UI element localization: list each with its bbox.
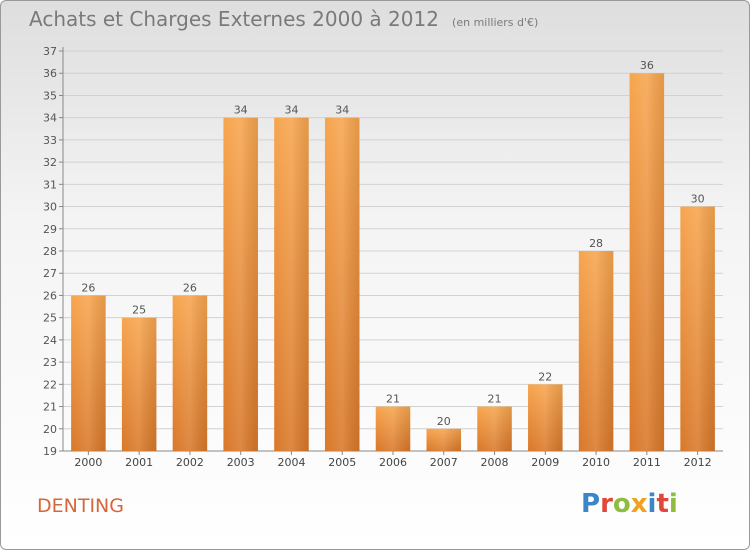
- bar-shade-2011: [629, 73, 665, 451]
- bar-value-label: 36: [640, 59, 654, 72]
- bar-value-label: 26: [81, 281, 95, 294]
- y-tick-label: 28: [43, 245, 57, 258]
- logo-letter: i: [668, 489, 678, 519]
- y-tick-label: 21: [43, 401, 57, 414]
- x-tick-label: 2007: [430, 456, 458, 469]
- bars: [71, 73, 715, 452]
- logo-letter: r: [600, 489, 613, 519]
- y-tick-label: 20: [43, 423, 57, 436]
- x-tick-label: 2010: [582, 456, 610, 469]
- y-tick-label: 27: [43, 267, 57, 280]
- bar-shade-2001: [121, 317, 157, 451]
- bar-value-label: 34: [335, 104, 349, 117]
- chart-title: Achats et Charges Externes 2000 à 2012: [29, 7, 439, 31]
- y-tick-label: 34: [43, 112, 57, 125]
- y-tick-label: 19: [43, 445, 57, 458]
- bar-value-label: 21: [488, 393, 502, 406]
- y-tick-label: 26: [43, 289, 57, 302]
- logo-letter: i: [647, 489, 657, 519]
- x-tick-label: 2005: [328, 456, 356, 469]
- y-tick-label: 30: [43, 201, 57, 214]
- title-line: Achats et Charges Externes 2000 à 2012 (…: [29, 7, 538, 31]
- bar-value-label: 28: [589, 237, 603, 250]
- bar-value-label: 22: [538, 370, 552, 383]
- bar-shade-2005: [324, 117, 360, 452]
- bar-value-label: 20: [437, 415, 451, 428]
- grid-lines: [63, 50, 723, 452]
- y-tick-label: 23: [43, 356, 57, 369]
- bar-shade-2000: [71, 295, 106, 451]
- y-tick-label: 31: [43, 178, 57, 191]
- bar-shade-2004: [274, 117, 309, 452]
- proxiti-logo[interactable]: Proxiti: [581, 489, 678, 519]
- x-tick-label: 2008: [481, 456, 509, 469]
- bar-shade-2010: [578, 251, 614, 451]
- logo-letter: o: [612, 489, 631, 519]
- x-tick-label: 2000: [74, 456, 102, 469]
- x-tick-label: 2001: [125, 456, 153, 469]
- logo-letter: P: [581, 489, 601, 519]
- y-tick-label: 35: [43, 89, 57, 102]
- bar-shade-2008: [477, 406, 512, 451]
- x-tick-label: 2009: [531, 456, 559, 469]
- x-tick-label: 2012: [684, 456, 712, 469]
- x-tick-label: 2002: [176, 456, 204, 469]
- x-tick-label: 2011: [633, 456, 661, 469]
- labels: 19 20 21 22 23 24 25 26 27 28 29 30 31 32 33 34 35 36 37 26…: [43, 45, 712, 469]
- bar-shade-2009: [528, 384, 563, 451]
- bar-shade-2012: [680, 206, 715, 451]
- y-tick-label: 25: [43, 312, 57, 325]
- x-tick-label: 2003: [227, 456, 255, 469]
- bar-shade-2002: [172, 295, 208, 451]
- y-tick-label: 29: [43, 223, 57, 236]
- bar-value-label: 26: [183, 281, 197, 294]
- y-tick-label: 33: [43, 134, 57, 147]
- bar-shade-2006: [375, 406, 411, 451]
- chart-subtitle: (en milliers d'€): [452, 16, 539, 29]
- bar-value-label: 25: [132, 304, 146, 317]
- bar-shade-2007: [426, 428, 462, 451]
- logo-letter: t: [656, 489, 669, 519]
- y-tick-label: 37: [43, 45, 57, 58]
- y-tick-label: 32: [43, 156, 57, 169]
- x-tick-label: 2004: [277, 456, 305, 469]
- bar-value-label: 34: [284, 104, 298, 117]
- commune-name: DENTING: [37, 495, 124, 517]
- y-tick-label: 22: [43, 378, 57, 391]
- bar-shade-2003: [223, 117, 258, 452]
- y-tick-label: 24: [43, 334, 57, 347]
- bar-value-label: 21: [386, 393, 400, 406]
- x-tick-label: 2006: [379, 456, 407, 469]
- bar-value-label: 30: [691, 193, 705, 206]
- bar-value-label: 34: [234, 104, 248, 117]
- y-tick-label: 36: [43, 67, 57, 80]
- logo-letter: x: [630, 489, 648, 519]
